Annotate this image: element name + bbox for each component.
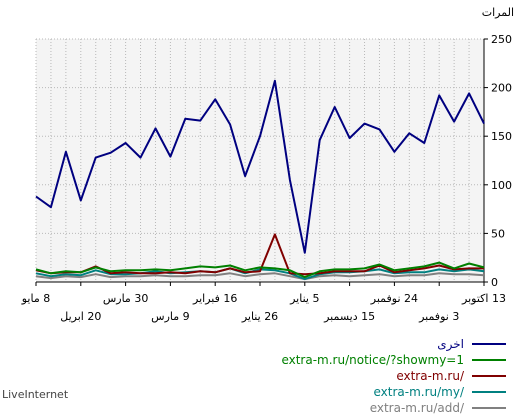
series-line <box>35 233 484 276</box>
legend-item: extra-m.ru/notice/?showmy=1 <box>0 352 520 368</box>
legend-swatch <box>472 359 506 361</box>
series-line <box>35 272 485 281</box>
brand-label: LiveInternet <box>2 388 69 401</box>
y-tick-label: 250 <box>491 33 512 46</box>
legend-swatch <box>472 343 506 345</box>
legend-label: extra-m.ru/add/ <box>369 401 464 415</box>
y-tick-label: 200 <box>491 82 512 95</box>
x-tick-label: 24 نوفمبر <box>370 292 418 305</box>
y-tick-label: 50 <box>491 227 505 240</box>
legend-swatch <box>472 375 506 377</box>
legend-item: extra-m.ru/my/ <box>0 384 520 400</box>
legend-label: extra-m.ru/my/ <box>373 385 464 399</box>
legend-swatch <box>472 407 506 409</box>
x-tick-label: 8 مايو <box>21 292 50 305</box>
y-tick-label: 0 <box>491 276 498 289</box>
x-tick-label: 26 يناير <box>241 310 278 323</box>
x-tick-label: 5 يناير <box>289 292 319 305</box>
legend-item: اخرى <box>0 336 520 352</box>
legend-item: extra-m.ru/add/ <box>0 400 520 416</box>
x-tick-label: 15 ديسمبر <box>323 310 375 323</box>
legend-item: extra-m.ru/ <box>0 368 520 384</box>
y-tick-label: 150 <box>491 130 512 143</box>
series-line <box>35 261 485 279</box>
x-tick-label: 3 نوفمبر <box>418 310 459 323</box>
legend-swatch <box>472 391 506 393</box>
y-tick-label: 100 <box>491 179 512 192</box>
x-tick-label: 16 فبراير <box>192 292 237 305</box>
legend-label: extra-m.ru/ <box>396 369 464 383</box>
x-tick-label: 9 مارس <box>151 310 189 323</box>
x-tick-label: 13 اكتوبر <box>461 292 506 305</box>
x-tick-label: 20 ابريل <box>60 310 101 323</box>
x-tick-label: 30 مارس <box>103 292 148 305</box>
plot-area <box>36 39 484 282</box>
legend-label: اخرى <box>437 337 464 351</box>
y-axis-label: المرات <box>482 6 514 19</box>
series-line <box>35 79 485 254</box>
legend-label: extra-m.ru/notice/?showmy=1 <box>281 353 464 367</box>
